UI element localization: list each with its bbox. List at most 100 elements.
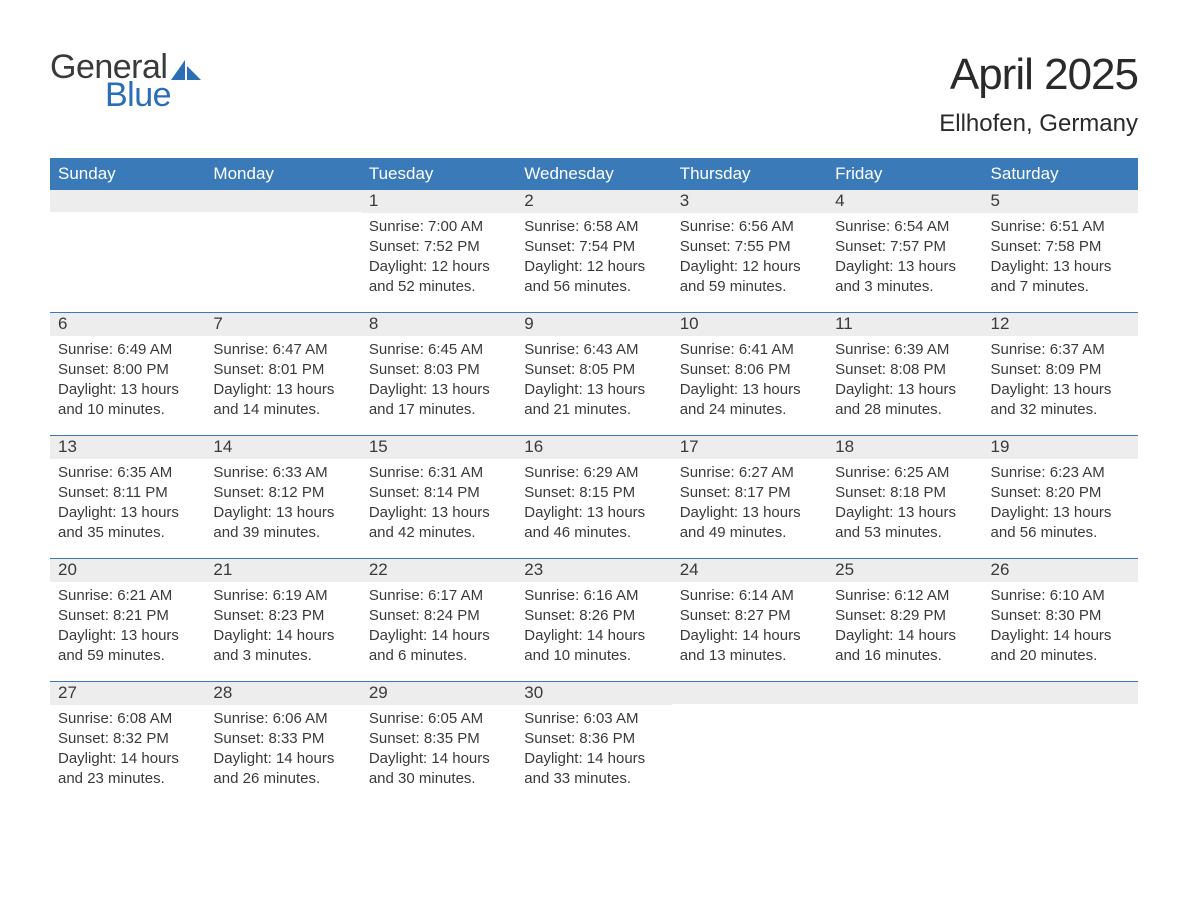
day-number: 1 <box>361 190 516 213</box>
day-content: Sunrise: 6:58 AMSunset: 7:54 PMDaylight:… <box>516 213 671 301</box>
day-cell: 1Sunrise: 7:00 AMSunset: 7:52 PMDaylight… <box>361 190 516 312</box>
daylight-text: Daylight: 13 hours and 3 minutes. <box>835 257 974 297</box>
day-number: 8 <box>361 313 516 336</box>
day-content: Sunrise: 6:27 AMSunset: 8:17 PMDaylight:… <box>672 459 827 547</box>
daylight-text: Daylight: 13 hours and 56 minutes. <box>991 503 1130 543</box>
day-number: 14 <box>205 436 360 459</box>
daylight-text: Daylight: 12 hours and 56 minutes. <box>524 257 663 297</box>
sunset-text: Sunset: 8:12 PM <box>213 483 352 503</box>
day-content: Sunrise: 6:29 AMSunset: 8:15 PMDaylight:… <box>516 459 671 547</box>
daylight-text: Daylight: 13 hours and 49 minutes. <box>680 503 819 543</box>
day-content: Sunrise: 6:47 AMSunset: 8:01 PMDaylight:… <box>205 336 360 424</box>
day-content: Sunrise: 6:31 AMSunset: 8:14 PMDaylight:… <box>361 459 516 547</box>
daylight-text: Daylight: 13 hours and 7 minutes. <box>991 257 1130 297</box>
sunrise-text: Sunrise: 6:12 AM <box>835 586 974 606</box>
sunset-text: Sunset: 8:00 PM <box>58 360 197 380</box>
title-block: April 2025 Ellhofen, Germany <box>939 50 1138 138</box>
sunrise-text: Sunrise: 6:19 AM <box>213 586 352 606</box>
day-cell: 28Sunrise: 6:06 AMSunset: 8:33 PMDayligh… <box>205 682 360 804</box>
day-number: 11 <box>827 313 982 336</box>
sunset-text: Sunset: 7:52 PM <box>369 237 508 257</box>
day-content: Sunrise: 6:43 AMSunset: 8:05 PMDaylight:… <box>516 336 671 424</box>
sunrise-text: Sunrise: 6:56 AM <box>680 217 819 237</box>
day-content: Sunrise: 6:35 AMSunset: 8:11 PMDaylight:… <box>50 459 205 547</box>
day-cell: 24Sunrise: 6:14 AMSunset: 8:27 PMDayligh… <box>672 559 827 681</box>
daylight-text: Daylight: 13 hours and 53 minutes. <box>835 503 974 543</box>
day-content: Sunrise: 7:00 AMSunset: 7:52 PMDaylight:… <box>361 213 516 301</box>
daylight-text: Daylight: 14 hours and 20 minutes. <box>991 626 1130 666</box>
sunset-text: Sunset: 8:05 PM <box>524 360 663 380</box>
sunset-text: Sunset: 8:15 PM <box>524 483 663 503</box>
day-number: 15 <box>361 436 516 459</box>
daylight-text: Daylight: 13 hours and 59 minutes. <box>58 626 197 666</box>
daylight-text: Daylight: 14 hours and 3 minutes. <box>213 626 352 666</box>
day-number: 27 <box>50 682 205 705</box>
day-content: Sunrise: 6:39 AMSunset: 8:08 PMDaylight:… <box>827 336 982 424</box>
day-number: 22 <box>361 559 516 582</box>
sunset-text: Sunset: 8:35 PM <box>369 729 508 749</box>
day-number <box>672 682 827 704</box>
day-cell: 10Sunrise: 6:41 AMSunset: 8:06 PMDayligh… <box>672 313 827 435</box>
sunset-text: Sunset: 8:36 PM <box>524 729 663 749</box>
day-number: 17 <box>672 436 827 459</box>
day-number: 13 <box>50 436 205 459</box>
sunrise-text: Sunrise: 6:08 AM <box>58 709 197 729</box>
day-content: Sunrise: 6:05 AMSunset: 8:35 PMDaylight:… <box>361 705 516 793</box>
weekday-header: Wednesday <box>516 158 671 190</box>
sunrise-text: Sunrise: 6:47 AM <box>213 340 352 360</box>
sunrise-text: Sunrise: 6:31 AM <box>369 463 508 483</box>
day-number: 19 <box>983 436 1138 459</box>
daylight-text: Daylight: 13 hours and 32 minutes. <box>991 380 1130 420</box>
day-number: 30 <box>516 682 671 705</box>
day-cell <box>672 682 827 804</box>
day-cell: 25Sunrise: 6:12 AMSunset: 8:29 PMDayligh… <box>827 559 982 681</box>
sunset-text: Sunset: 8:08 PM <box>835 360 974 380</box>
weekday-header: Thursday <box>672 158 827 190</box>
sunrise-text: Sunrise: 6:21 AM <box>58 586 197 606</box>
sunrise-text: Sunrise: 6:14 AM <box>680 586 819 606</box>
sunset-text: Sunset: 8:27 PM <box>680 606 819 626</box>
day-number: 9 <box>516 313 671 336</box>
day-number <box>50 190 205 212</box>
day-cell: 9Sunrise: 6:43 AMSunset: 8:05 PMDaylight… <box>516 313 671 435</box>
sunset-text: Sunset: 8:18 PM <box>835 483 974 503</box>
sunset-text: Sunset: 8:26 PM <box>524 606 663 626</box>
sunset-text: Sunset: 8:29 PM <box>835 606 974 626</box>
day-number <box>827 682 982 704</box>
sunrise-text: Sunrise: 6:45 AM <box>369 340 508 360</box>
day-content: Sunrise: 6:21 AMSunset: 8:21 PMDaylight:… <box>50 582 205 670</box>
sunset-text: Sunset: 8:14 PM <box>369 483 508 503</box>
logo-word2: Blue <box>105 78 201 112</box>
sunrise-text: Sunrise: 6:05 AM <box>369 709 508 729</box>
day-number: 26 <box>983 559 1138 582</box>
day-cell: 27Sunrise: 6:08 AMSunset: 8:32 PMDayligh… <box>50 682 205 804</box>
day-cell: 5Sunrise: 6:51 AMSunset: 7:58 PMDaylight… <box>983 190 1138 312</box>
day-cell: 4Sunrise: 6:54 AMSunset: 7:57 PMDaylight… <box>827 190 982 312</box>
sunset-text: Sunset: 8:33 PM <box>213 729 352 749</box>
day-number: 23 <box>516 559 671 582</box>
sunrise-text: Sunrise: 6:25 AM <box>835 463 974 483</box>
day-cell: 14Sunrise: 6:33 AMSunset: 8:12 PMDayligh… <box>205 436 360 558</box>
day-number: 28 <box>205 682 360 705</box>
day-number: 20 <box>50 559 205 582</box>
day-number: 18 <box>827 436 982 459</box>
sunrise-text: Sunrise: 7:00 AM <box>369 217 508 237</box>
day-cell: 8Sunrise: 6:45 AMSunset: 8:03 PMDaylight… <box>361 313 516 435</box>
daylight-text: Daylight: 14 hours and 13 minutes. <box>680 626 819 666</box>
day-cell: 21Sunrise: 6:19 AMSunset: 8:23 PMDayligh… <box>205 559 360 681</box>
daylight-text: Daylight: 14 hours and 10 minutes. <box>524 626 663 666</box>
weekday-header: Sunday <box>50 158 205 190</box>
day-content: Sunrise: 6:23 AMSunset: 8:20 PMDaylight:… <box>983 459 1138 547</box>
sunset-text: Sunset: 8:23 PM <box>213 606 352 626</box>
day-cell: 20Sunrise: 6:21 AMSunset: 8:21 PMDayligh… <box>50 559 205 681</box>
day-cell <box>983 682 1138 804</box>
day-cell: 11Sunrise: 6:39 AMSunset: 8:08 PMDayligh… <box>827 313 982 435</box>
week-row: 13Sunrise: 6:35 AMSunset: 8:11 PMDayligh… <box>50 435 1138 558</box>
weekday-header: Tuesday <box>361 158 516 190</box>
week-row: 20Sunrise: 6:21 AMSunset: 8:21 PMDayligh… <box>50 558 1138 681</box>
daylight-text: Daylight: 13 hours and 28 minutes. <box>835 380 974 420</box>
sunset-text: Sunset: 8:20 PM <box>991 483 1130 503</box>
day-cell: 6Sunrise: 6:49 AMSunset: 8:00 PMDaylight… <box>50 313 205 435</box>
day-cell: 30Sunrise: 6:03 AMSunset: 8:36 PMDayligh… <box>516 682 671 804</box>
logo: General Blue <box>50 50 201 112</box>
